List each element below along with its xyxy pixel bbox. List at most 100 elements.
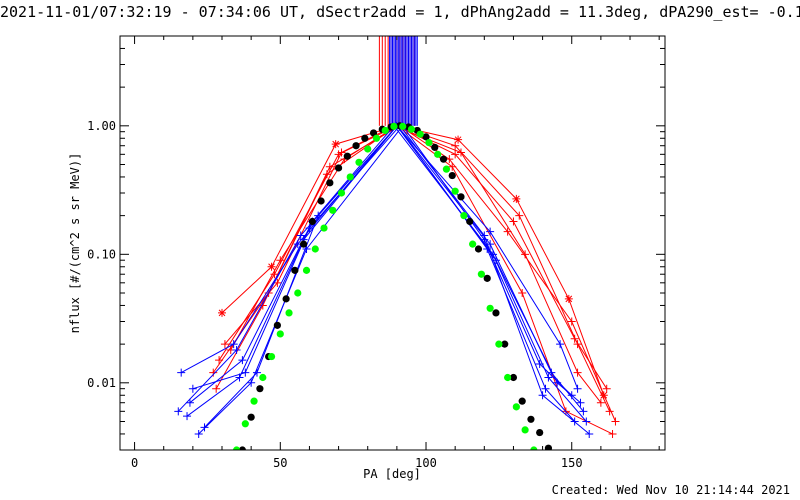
data-point	[285, 309, 293, 317]
series	[188, 121, 594, 438]
data-point	[448, 171, 456, 180]
data-point	[596, 398, 605, 407]
data-point	[241, 420, 249, 428]
y-axis-label: nflux [#/(cm^2 s sr MeV)]	[68, 153, 82, 334]
x-tick-label: 150	[561, 456, 583, 470]
data-point	[434, 150, 442, 158]
series	[177, 121, 588, 416]
series-line	[221, 125, 605, 396]
data-point	[302, 266, 311, 274]
data-point	[422, 133, 430, 141]
data-point	[567, 391, 576, 400]
data-point	[585, 429, 594, 438]
data-point	[439, 155, 448, 163]
data-point	[183, 412, 192, 421]
data-point	[582, 417, 591, 426]
data-point	[282, 295, 290, 303]
data-point	[611, 417, 620, 426]
data-point	[229, 340, 238, 349]
data-point	[564, 294, 573, 303]
series-line	[218, 125, 611, 412]
data-point	[456, 148, 465, 157]
data-point	[250, 397, 258, 405]
data-point	[553, 378, 562, 387]
data-point	[177, 368, 186, 377]
data-point	[570, 334, 579, 343]
data-point	[407, 125, 416, 133]
series	[194, 121, 576, 438]
data-point	[501, 340, 509, 348]
data-point	[448, 162, 457, 171]
data-point	[238, 446, 247, 450]
data-point	[276, 256, 285, 265]
data-point	[337, 148, 346, 157]
data-point	[241, 368, 250, 377]
series	[238, 122, 553, 450]
data-point	[381, 126, 389, 135]
data-point	[527, 415, 535, 423]
x-axis-label: PA [deg]	[363, 467, 421, 481]
data-point	[442, 165, 451, 173]
chart-title: 2021-11-01/07:32:19 - 07:34:06 UT, dSect…	[0, 3, 800, 21]
data-point	[541, 384, 550, 393]
data-point	[273, 321, 281, 329]
data-point	[220, 340, 229, 349]
data-point	[466, 217, 474, 226]
data-point	[567, 317, 576, 326]
created-timestamp: Created: Wed Nov 10 21:14:44 2021	[551, 483, 790, 497]
data-point	[486, 227, 495, 236]
series	[183, 121, 579, 426]
data-point	[300, 240, 308, 248]
data-point	[326, 179, 334, 187]
data-point	[331, 140, 340, 149]
series	[232, 122, 538, 450]
data-point	[256, 385, 264, 393]
data-point	[544, 373, 553, 382]
data-point	[390, 122, 398, 130]
data-point	[232, 446, 241, 450]
data-point	[247, 413, 255, 421]
data-point	[317, 197, 325, 205]
data-point	[544, 444, 553, 450]
y-tick-label: 0.01	[87, 376, 116, 390]
data-point	[212, 384, 221, 393]
x-tick-label: 100	[415, 456, 437, 470]
data-point	[200, 423, 209, 432]
data-point	[329, 206, 337, 214]
data-point	[311, 245, 319, 253]
data-point	[509, 217, 518, 226]
data-point	[346, 173, 354, 181]
data-point	[454, 135, 463, 144]
vertical-lines	[378, 36, 418, 126]
data-point	[576, 398, 585, 407]
data-point	[369, 129, 378, 137]
data-point	[399, 122, 407, 130]
data-point	[343, 152, 351, 160]
data-point	[296, 231, 305, 240]
data-point	[477, 270, 485, 278]
data-point	[416, 130, 424, 138]
data-point	[518, 288, 527, 297]
series-line	[224, 125, 602, 404]
data-point	[469, 240, 477, 248]
series	[185, 121, 591, 426]
data-point	[492, 309, 500, 317]
data-point	[259, 373, 267, 382]
data-point	[276, 330, 284, 338]
data-point	[573, 368, 582, 377]
data-point	[509, 373, 518, 382]
series-line	[180, 125, 584, 412]
series-line	[198, 124, 573, 435]
data-point	[252, 368, 261, 377]
data-point	[512, 194, 521, 203]
data-point	[608, 429, 617, 438]
data-point	[352, 142, 360, 150]
data-point	[460, 212, 468, 220]
series-group	[174, 121, 620, 450]
data-point	[322, 170, 331, 179]
series-line	[192, 125, 590, 435]
data-point	[314, 211, 323, 220]
data-point	[489, 250, 498, 259]
data-point	[355, 158, 363, 166]
